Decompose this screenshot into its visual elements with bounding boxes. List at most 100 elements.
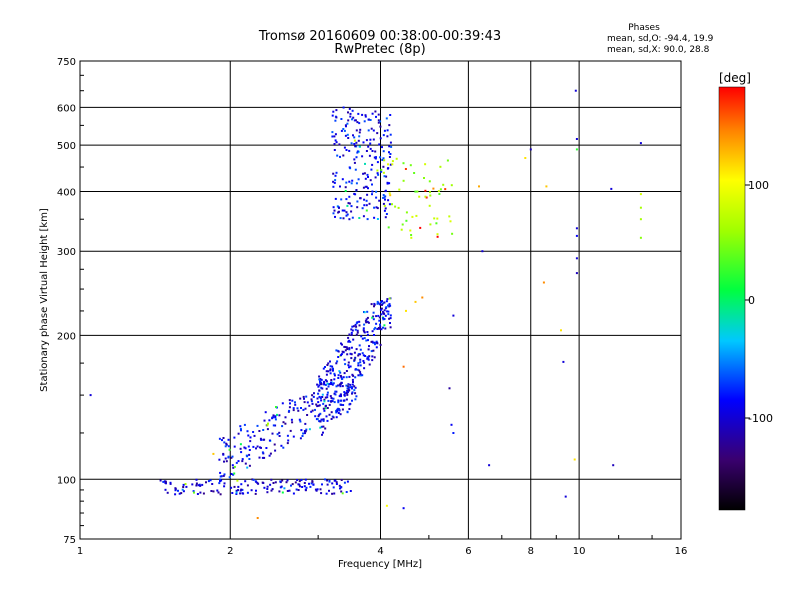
data-point [355,189,358,191]
data-point [361,207,364,210]
data-point [346,389,349,392]
data-point [331,131,334,134]
data-point [365,199,368,202]
data-point [328,403,331,406]
data-point [415,214,418,217]
x-axis-ticks: 1 2 4 6 8 10 16 [77,535,688,557]
data-point [385,213,388,215]
data-point [304,422,307,425]
y-tick-label: 600 [57,103,76,114]
data-point [329,368,332,371]
data-point [321,393,324,396]
data-point [325,387,328,390]
data-point [575,257,578,260]
data-point [322,419,325,422]
data-point [271,417,274,420]
data-point [380,328,383,331]
data-point [370,127,373,130]
data-point [326,483,329,486]
data-point [352,338,355,341]
data-point [355,395,358,398]
data-point [264,411,267,414]
data-point [383,309,386,312]
data-point [316,397,319,400]
data-point [233,436,236,439]
data-point [337,401,340,404]
data-point [322,431,324,434]
data-point [245,454,248,457]
data-point [191,483,194,486]
data-point [375,206,378,209]
data-point [329,369,332,372]
data-point [341,209,344,212]
data-point [382,317,385,320]
data-point [410,234,413,236]
data-point [253,434,256,437]
data-point [278,431,281,434]
data-point [383,175,386,178]
data-point [388,297,391,300]
data-point [337,407,340,410]
data-point [385,175,388,178]
data-point [377,314,380,317]
data-point [359,128,362,131]
data-point [235,491,238,494]
data-point [318,378,321,381]
data-point [321,483,323,486]
data-point [389,114,392,116]
data-point [302,408,305,411]
data-point [298,485,301,488]
data-point [274,424,277,427]
data-point [257,482,260,485]
data-point [289,429,292,432]
data-point [366,193,369,196]
data-point [345,346,348,349]
data-point [448,387,451,390]
data-point [350,334,353,336]
data-point [332,382,335,385]
data-point [358,135,361,138]
data-point [343,391,346,394]
data-point [333,143,336,145]
data-point [248,458,251,460]
data-point [439,165,442,168]
data-point [359,197,362,200]
data-point [315,403,318,406]
data-point [375,322,378,325]
data-point [211,483,214,485]
data-point [388,305,391,308]
data-point [279,480,282,483]
data-point [368,345,370,348]
data-point [199,484,202,487]
data-point [328,489,330,492]
data-point [362,327,365,330]
data-point [356,329,359,332]
data-point [349,340,352,343]
data-point [286,479,289,482]
data-point [387,163,389,166]
x-tick-label: 16 [675,546,688,557]
data-point [341,343,343,346]
data-point [305,395,308,398]
data-point [368,202,371,205]
y-tick-label: 400 [57,187,76,198]
data-point [333,378,336,381]
data-point [338,395,341,398]
data-point [332,206,335,209]
data-point [319,426,322,429]
data-point [320,378,323,381]
data-point [216,489,219,492]
data-point [278,435,281,437]
data-point [365,321,368,324]
data-point [199,491,202,494]
data-point [363,198,366,201]
data-point [371,359,374,362]
data-point [371,183,373,186]
data-point [344,190,347,192]
data-point [359,358,362,361]
data-point [296,479,299,481]
data-point [301,486,304,488]
data-point [382,196,385,199]
data-point [336,154,339,157]
data-point [261,456,264,459]
